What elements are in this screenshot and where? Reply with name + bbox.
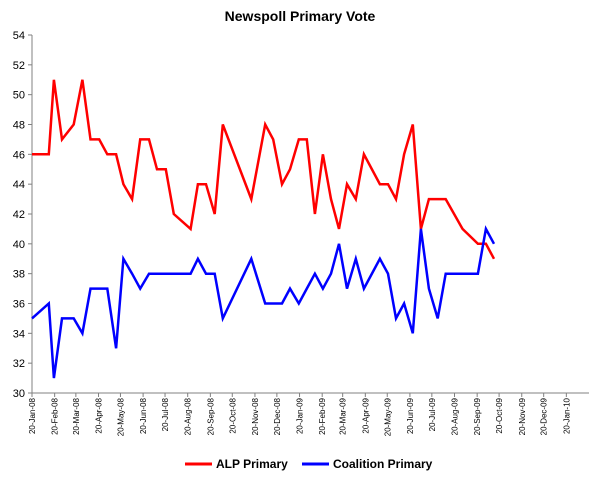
x-tick-label: 20-Nov-09 [518,397,527,435]
x-tick-label: 20-Jan-09 [296,397,305,434]
x-tick-label: 20-Feb-09 [318,397,327,434]
x-tick-label: 20-May-08 [116,397,125,436]
x-tick-label: 20-Oct-08 [228,397,237,433]
y-tick-label: 46 [13,149,25,161]
y-tick-label: 42 [13,209,25,221]
x-tick-label: 20-Feb-08 [51,397,60,434]
y-tick-label: 32 [13,358,25,370]
y-tick-label: 36 [13,299,25,311]
x-tick-label: 20-Aug-09 [451,397,460,435]
x-tick-label: 20-Apr-09 [361,397,370,433]
x-tick-label: 20-Oct-09 [495,397,504,433]
y-tick-label: 30 [13,388,25,400]
legend-label-alp: ALP Primary [216,457,288,471]
y-tick-labels: 30 32 34 36 38 40 42 44 46 48 50 52 54 [13,30,25,400]
x-tick-label: 20-Sep-08 [206,397,215,435]
legend-label-coalition: Coalition Primary [333,457,433,471]
chart-title: Newspoll Primary Vote [225,8,376,24]
axes [28,34,589,397]
series-lines [31,79,496,379]
x-tick-label: 20-Jun-08 [139,397,148,434]
y-tick-label: 54 [13,30,25,42]
x-tick-label: 20-Jan-08 [28,397,37,434]
x-tick-label: 20-Jul-08 [161,397,170,431]
x-tick-label: 20-Jun-09 [406,397,415,434]
y-tick-label: 48 [13,120,25,132]
x-tick-label: 20-Sep-09 [473,397,482,435]
y-tick-label: 34 [13,328,25,340]
x-tick-labels: 20-Jan-08 20-Feb-08 20-Mar-08 20-Apr-08 20-M… [28,397,571,436]
x-tick-label: 20-Mar-08 [72,397,81,434]
y-tick-label: 52 [13,60,25,72]
x-tick-label: 20-Jul-09 [428,397,437,431]
y-tick-label: 38 [13,269,25,281]
x-tick-label: 20-Nov-08 [251,397,260,435]
x-tick-label: 20-Dec-09 [540,397,549,435]
y-tick-label: 40 [13,239,25,251]
legend: ALP Primary Coalition Primary [185,457,433,471]
y-tick-label: 50 [13,90,25,102]
x-tick-label: 20-May-09 [383,397,392,436]
x-tick-label: 20-Apr-08 [95,397,104,433]
x-tick-label: 20-Aug-08 [184,397,193,435]
y-tick-label: 44 [13,179,25,191]
x-tick-label: 20-Jan-10 [562,397,571,434]
series-line-coalition [31,225,496,379]
x-tick-label: 20-Dec-08 [273,397,282,435]
series-line-alp [32,79,496,260]
x-tick-label: 20-Mar-09 [339,397,348,434]
